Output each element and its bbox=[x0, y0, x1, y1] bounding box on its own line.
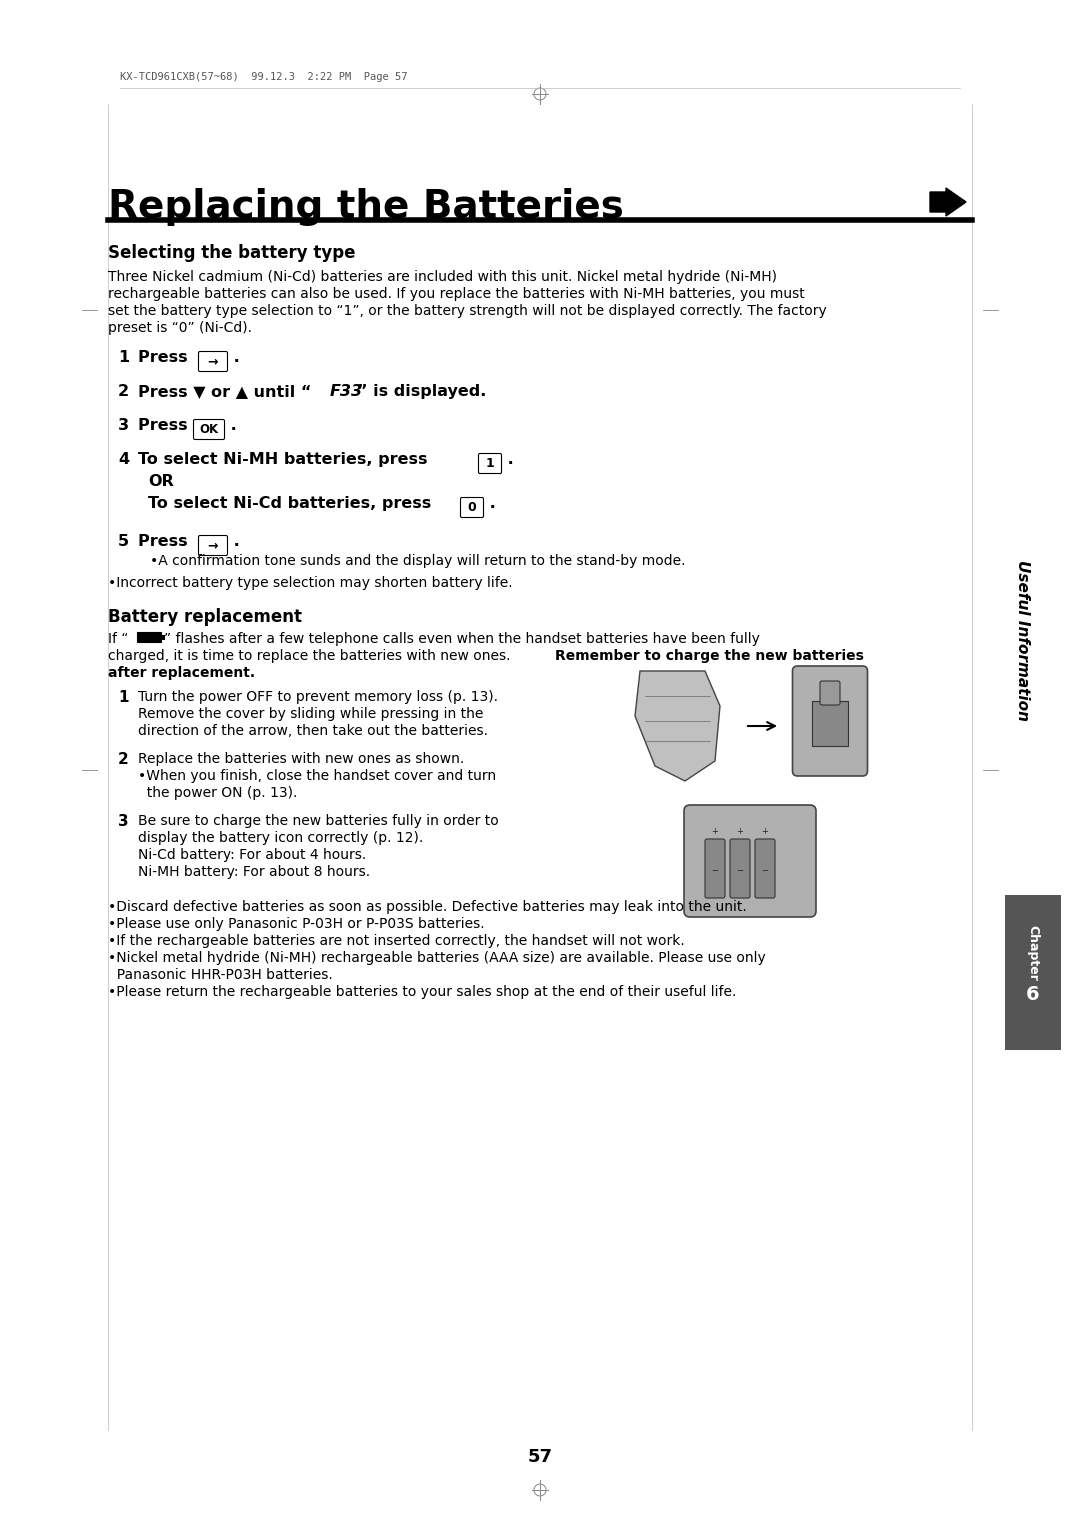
Text: +: + bbox=[712, 827, 718, 836]
FancyBboxPatch shape bbox=[161, 634, 165, 640]
Text: −: − bbox=[737, 866, 743, 876]
FancyBboxPatch shape bbox=[199, 351, 228, 371]
Text: Press: Press bbox=[138, 533, 193, 549]
Text: .: . bbox=[484, 497, 496, 510]
Text: If “: If “ bbox=[108, 633, 129, 646]
Text: F33: F33 bbox=[330, 384, 363, 399]
Text: 1: 1 bbox=[118, 350, 130, 365]
Text: display the battery icon correctly (p. 12).: display the battery icon correctly (p. 1… bbox=[138, 831, 423, 845]
Text: •If the rechargeable batteries are not inserted correctly, the handset will not : •If the rechargeable batteries are not i… bbox=[108, 934, 685, 947]
Text: 0: 0 bbox=[468, 501, 476, 513]
Text: rechargeable batteries can also be used. If you replace the batteries with Ni-MH: rechargeable batteries can also be used.… bbox=[108, 287, 805, 301]
Text: preset is “0” (Ni-Cd).: preset is “0” (Ni-Cd). bbox=[108, 321, 252, 335]
FancyBboxPatch shape bbox=[193, 420, 225, 440]
Text: +: + bbox=[761, 827, 769, 836]
FancyBboxPatch shape bbox=[137, 633, 161, 642]
Text: 4: 4 bbox=[118, 452, 130, 468]
FancyBboxPatch shape bbox=[478, 454, 501, 474]
Text: →: → bbox=[207, 354, 218, 368]
Text: →: → bbox=[207, 539, 218, 552]
FancyBboxPatch shape bbox=[684, 805, 816, 917]
Text: after replacement.: after replacement. bbox=[108, 666, 255, 680]
Text: Remove the cover by sliding while pressing in the: Remove the cover by sliding while pressi… bbox=[138, 707, 484, 721]
Text: •A confirmation tone sunds and the display will return to the stand-by mode.: •A confirmation tone sunds and the displ… bbox=[150, 555, 686, 568]
Text: Turn the power OFF to prevent memory loss (p. 13).: Turn the power OFF to prevent memory los… bbox=[138, 691, 498, 704]
Text: •Discard defective batteries as soon as possible. Defective batteries may leak i: •Discard defective batteries as soon as … bbox=[108, 900, 746, 914]
FancyBboxPatch shape bbox=[820, 681, 840, 704]
Polygon shape bbox=[635, 671, 720, 781]
Text: To select Ni-Cd batteries, press: To select Ni-Cd batteries, press bbox=[148, 497, 437, 510]
Text: Useful Information: Useful Information bbox=[1014, 559, 1029, 721]
Text: KX-TCD961CXB(57~68)  99.12.3  2:22 PM  Page 57: KX-TCD961CXB(57~68) 99.12.3 2:22 PM Page… bbox=[120, 72, 407, 83]
Text: Selecting the battery type: Selecting the battery type bbox=[108, 244, 355, 261]
Text: Ni-Cd battery: For about 4 hours.: Ni-Cd battery: For about 4 hours. bbox=[138, 848, 366, 862]
Text: Replace the batteries with new ones as shown.: Replace the batteries with new ones as s… bbox=[138, 752, 464, 766]
Text: Panasonic HHR-P03H batteries.: Panasonic HHR-P03H batteries. bbox=[108, 969, 333, 983]
FancyBboxPatch shape bbox=[460, 498, 484, 518]
Text: •Please return the rechargeable batteries to your sales shop at the end of their: •Please return the rechargeable batterie… bbox=[108, 986, 737, 999]
Text: 3: 3 bbox=[118, 419, 130, 432]
Text: .: . bbox=[502, 452, 514, 468]
Text: 2: 2 bbox=[118, 384, 130, 399]
FancyBboxPatch shape bbox=[730, 839, 750, 898]
Text: .: . bbox=[225, 419, 237, 432]
Text: −: − bbox=[761, 866, 769, 876]
Text: OK: OK bbox=[200, 423, 218, 435]
Text: Ni-MH battery: For about 8 hours.: Ni-MH battery: For about 8 hours. bbox=[138, 865, 370, 879]
FancyBboxPatch shape bbox=[199, 535, 228, 556]
Text: ” is displayed.: ” is displayed. bbox=[357, 384, 486, 399]
Text: −: − bbox=[712, 866, 718, 876]
FancyArrow shape bbox=[930, 188, 966, 215]
Text: Remember to charge the new batteries: Remember to charge the new batteries bbox=[555, 649, 864, 663]
Text: Battery replacement: Battery replacement bbox=[108, 608, 302, 626]
Text: Chapter: Chapter bbox=[1026, 924, 1039, 981]
FancyBboxPatch shape bbox=[812, 701, 848, 746]
Text: the power ON (p. 13).: the power ON (p. 13). bbox=[138, 785, 297, 801]
Text: .: . bbox=[228, 350, 240, 365]
Text: •Please use only Panasonic P-03H or P-P03S batteries.: •Please use only Panasonic P-03H or P-P0… bbox=[108, 917, 485, 931]
Text: OR: OR bbox=[148, 474, 174, 489]
FancyBboxPatch shape bbox=[705, 839, 725, 898]
Text: To select Ni-MH batteries, press: To select Ni-MH batteries, press bbox=[138, 452, 433, 468]
Text: 5: 5 bbox=[118, 533, 130, 549]
Text: 1: 1 bbox=[486, 457, 495, 471]
Text: 57: 57 bbox=[527, 1449, 553, 1465]
Text: set the battery type selection to “1”, or the battery strength will not be displ: set the battery type selection to “1”, o… bbox=[108, 304, 827, 318]
Text: .: . bbox=[228, 533, 240, 549]
Text: Press: Press bbox=[138, 419, 193, 432]
Text: 3: 3 bbox=[118, 814, 129, 830]
Text: ” flashes after a few telephone calls even when the handset batteries have been : ” flashes after a few telephone calls ev… bbox=[164, 633, 760, 646]
Text: Be sure to charge the new batteries fully in order to: Be sure to charge the new batteries full… bbox=[138, 814, 499, 828]
Text: Press: Press bbox=[138, 350, 193, 365]
Text: •Incorrect battery type selection may shorten battery life.: •Incorrect battery type selection may sh… bbox=[108, 576, 513, 590]
FancyBboxPatch shape bbox=[755, 839, 775, 898]
Text: +: + bbox=[737, 827, 743, 836]
Text: Press ▼ or ▲ until “: Press ▼ or ▲ until “ bbox=[138, 384, 311, 399]
Text: 6: 6 bbox=[1026, 986, 1040, 1004]
Text: Replacing the Batteries: Replacing the Batteries bbox=[108, 188, 624, 226]
Text: •When you finish, close the handset cover and turn: •When you finish, close the handset cove… bbox=[138, 769, 496, 782]
Text: 1: 1 bbox=[118, 691, 129, 704]
FancyBboxPatch shape bbox=[793, 666, 867, 776]
Text: •Nickel metal hydride (Ni-MH) rechargeable batteries (AAA size) are available. P: •Nickel metal hydride (Ni-MH) rechargeab… bbox=[108, 950, 766, 966]
Text: charged, it is time to replace the batteries with new ones.: charged, it is time to replace the batte… bbox=[108, 649, 515, 663]
FancyBboxPatch shape bbox=[1005, 895, 1061, 1050]
Text: 2: 2 bbox=[118, 752, 129, 767]
Text: direction of the arrow, then take out the batteries.: direction of the arrow, then take out th… bbox=[138, 724, 488, 738]
Text: Three Nickel cadmium (Ni-Cd) batteries are included with this unit. Nickel metal: Three Nickel cadmium (Ni-Cd) batteries a… bbox=[108, 270, 777, 284]
